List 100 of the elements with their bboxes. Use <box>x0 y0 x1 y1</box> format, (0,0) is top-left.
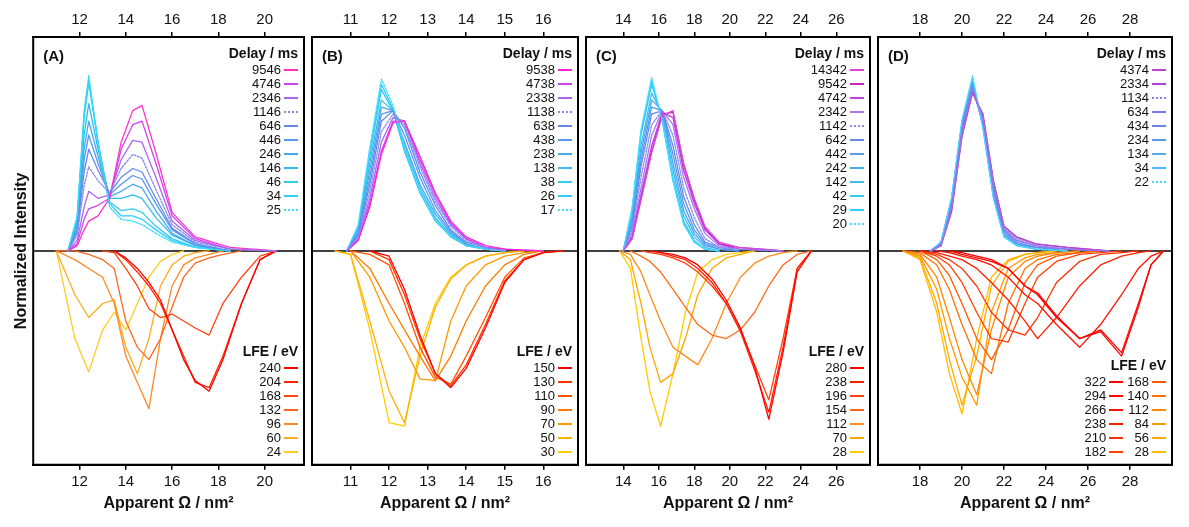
x2-tick-label: 14 <box>117 10 135 28</box>
legend-label: 4738 <box>526 76 555 91</box>
x2-tick-label: 13 <box>419 10 436 28</box>
legend-label: 30 <box>540 443 555 459</box>
legend-label: 442 <box>825 146 847 161</box>
x-axis-title: Apparent Ω / nm² <box>379 493 511 511</box>
legend-label: 60 <box>266 429 281 445</box>
legend-label: 130 <box>533 373 555 389</box>
x2-tick-label: 15 <box>496 10 514 28</box>
x-tick-label: 18 <box>685 471 703 489</box>
x-tick-label: 20 <box>953 471 971 489</box>
legend-label: 196 <box>825 387 847 403</box>
legend-label: 4742 <box>818 90 847 105</box>
x2-tick-label: 22 <box>995 10 1013 28</box>
x2-tick-label: 16 <box>650 10 668 28</box>
legend-label: 238 <box>533 146 555 161</box>
legend-label: 210 <box>1084 429 1107 445</box>
x-tick-label: 28 <box>1121 471 1139 489</box>
legend-label: 34 <box>266 188 281 203</box>
legend-label: 1138 <box>527 104 555 119</box>
legend-label: 204 <box>259 373 281 389</box>
legend-label: 38 <box>540 174 555 189</box>
legend-label: 14342 <box>810 62 847 77</box>
x2-tick-label: 26 <box>827 10 845 28</box>
x-tick-label: 15 <box>496 471 514 489</box>
legend-label: 642 <box>825 132 847 147</box>
x-tick-label: 24 <box>1037 471 1055 489</box>
legend-label: 70 <box>832 429 847 445</box>
legend-label: 638 <box>533 118 555 133</box>
legend-label: 182 <box>1084 443 1107 459</box>
legend-label: 242 <box>825 160 847 175</box>
legend-label: 134 <box>1127 146 1149 161</box>
x-tick-label: 22 <box>756 471 774 489</box>
x2-tick-label: 22 <box>756 10 774 28</box>
x2-tick-label: 11 <box>342 10 359 28</box>
x-tick-label: 14 <box>457 471 475 489</box>
legend-label: 634 <box>1127 104 1149 119</box>
legend-label: 56 <box>1134 429 1149 445</box>
x-tick-label: 14 <box>117 471 135 489</box>
legend-label: 28 <box>1134 443 1149 459</box>
x-tick-label: 26 <box>827 471 845 489</box>
legend-label: 17 <box>540 202 555 217</box>
legend-title: Delay / ms <box>794 45 864 61</box>
x-tick-label: 16 <box>650 471 668 489</box>
x2-tick-label: 14 <box>457 10 475 28</box>
legend-label: 2334 <box>1120 76 1149 91</box>
x-tick-label: 18 <box>210 471 227 489</box>
x-tick-label: 12 <box>380 471 398 489</box>
legend-label: 1142 <box>819 118 847 133</box>
legend-label: 22 <box>1134 174 1149 189</box>
x-tick-label: 12 <box>71 471 88 489</box>
x2-tick-label: 16 <box>163 10 181 28</box>
legend-title: Delay / ms <box>228 45 298 61</box>
legend-label: 9538 <box>526 62 555 77</box>
legend-label: 132 <box>259 401 281 417</box>
legend-title: Delay / ms <box>1096 45 1166 61</box>
legend-title: Delay / ms <box>502 45 572 61</box>
legend-label: 150 <box>533 359 555 375</box>
annotation: LFE / eV <box>516 342 572 359</box>
legend-label: 28 <box>832 443 847 459</box>
x-tick-label: 22 <box>995 471 1013 489</box>
x-tick-label: 20 <box>721 471 739 489</box>
legend-label: 446 <box>259 132 281 147</box>
x-tick-label: 14 <box>614 471 632 489</box>
x-tick-label: 13 <box>419 471 436 489</box>
x2-tick-label: 18 <box>911 10 929 28</box>
annotation: LFE / eV <box>808 342 864 359</box>
legend-label: 26 <box>540 188 555 203</box>
legend-label: 238 <box>1084 415 1107 431</box>
legend-label: 1134 <box>1121 90 1149 105</box>
x-tick-label: 16 <box>163 471 181 489</box>
annotation: LFE / eV <box>242 342 298 359</box>
legend-label: 240 <box>259 359 281 375</box>
legend-label: 2346 <box>252 90 281 105</box>
legend-label: 234 <box>1127 132 1149 147</box>
legend-label: 142 <box>825 174 847 189</box>
x-tick-label: 26 <box>1079 471 1097 489</box>
legend-label: 112 <box>826 415 847 431</box>
x2-tick-label: 28 <box>1121 10 1139 28</box>
x2-tick-label: 26 <box>1079 10 1097 28</box>
y-axis-title: Normalized Intensity <box>12 172 30 330</box>
x-tick-label: 24 <box>792 471 810 489</box>
legend-label: 9542 <box>818 76 847 91</box>
legend-label: 9546 <box>252 62 281 77</box>
x2-tick-label: 12 <box>380 10 398 28</box>
legend-label: 2342 <box>818 104 847 119</box>
x-tick-label: 18 <box>911 471 929 489</box>
chart-title: (D) <box>888 46 909 64</box>
legend-label: 4374 <box>1120 62 1149 77</box>
legend-label: 96 <box>266 415 281 431</box>
x-axis-title: Apparent Ω / nm² <box>662 493 794 511</box>
chart-title: (A) <box>43 46 65 64</box>
legend-label: 90 <box>540 401 555 417</box>
legend-label: 42 <box>832 188 847 203</box>
x2-tick-label: 24 <box>792 10 810 28</box>
legend-label: 4746 <box>252 76 281 91</box>
legend-label: 434 <box>1127 118 1149 133</box>
legend-label: 84 <box>1134 415 1149 431</box>
legend-label: 238 <box>825 373 847 389</box>
legend-label: 20 <box>832 216 847 231</box>
